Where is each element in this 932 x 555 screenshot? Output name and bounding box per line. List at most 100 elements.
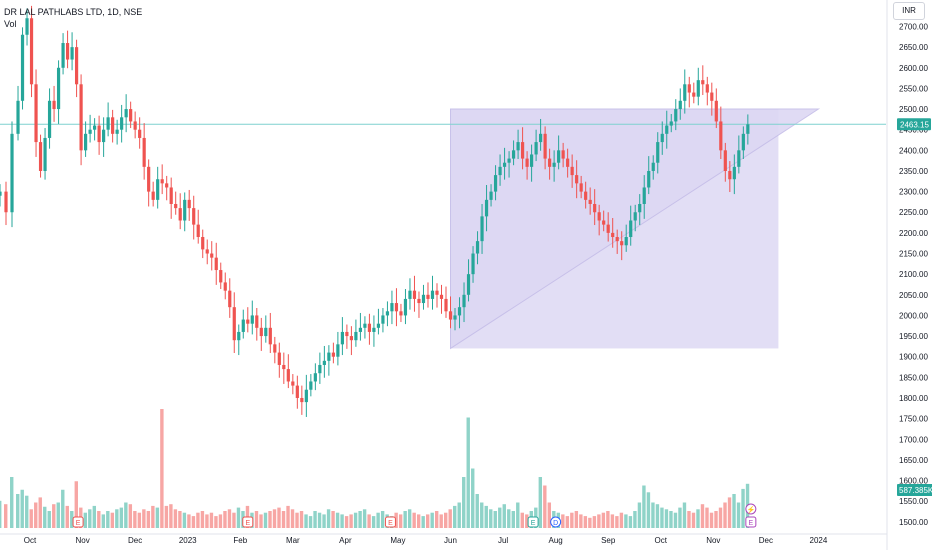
volume-bar (227, 509, 232, 528)
current-price-badge (897, 118, 931, 131)
candle-body (156, 179, 160, 200)
volume-bar (696, 509, 700, 528)
candle-body (183, 199, 187, 221)
volume-bar (736, 502, 741, 528)
volume-bar (615, 516, 619, 528)
earnings-marker-icon[interactable]: E (242, 516, 254, 528)
volume-bar (520, 512, 524, 528)
y-tick-label: 1750.00 (899, 415, 928, 424)
volume-bar (313, 511, 317, 528)
volume-bar (592, 516, 597, 528)
y-tick-label: 1950.00 (899, 332, 928, 341)
volume-bar (489, 509, 493, 528)
volume-bar (65, 505, 69, 528)
candle-body (241, 319, 245, 332)
volume-bar (10, 477, 14, 528)
candle-body (417, 298, 421, 304)
x-tick-label: Sep (601, 536, 616, 545)
volume-bar (119, 507, 124, 528)
candle-body (74, 47, 79, 85)
candle-body (65, 43, 70, 60)
volume-bar (218, 514, 223, 528)
candle-body (593, 203, 597, 213)
candle-body (408, 290, 412, 299)
volume-bar (434, 511, 439, 528)
y-tick-label: 2250.00 (899, 208, 928, 217)
volume-bar (155, 507, 160, 528)
volume-bar (236, 507, 241, 528)
volume-bar (353, 512, 358, 528)
volume-bar (723, 502, 727, 528)
candle-body (201, 237, 205, 250)
volume-bar (547, 502, 552, 528)
volume-bar (83, 512, 87, 528)
volume-bar (272, 509, 277, 528)
volume-bar (178, 511, 182, 528)
volume-bar (200, 511, 205, 528)
candle-body (584, 191, 588, 200)
volume-bar (223, 511, 227, 528)
volume-bar (619, 512, 624, 528)
chart-header: DR LAL PATHLABS LTD, 1D, NSE Vol (4, 6, 142, 30)
volume-bar (444, 512, 448, 528)
candle-body (70, 47, 74, 60)
volume-bar (0, 500, 2, 528)
candle-body (169, 187, 173, 204)
volume-bar (412, 512, 416, 528)
earnings-box (242, 516, 254, 528)
symbol-title[interactable]: DR LAL PATHLABS LTD, 1D, NSE (4, 7, 143, 17)
candle-body (385, 311, 390, 316)
candle-body (336, 344, 340, 357)
candle-body (602, 220, 606, 225)
volume-bar (142, 509, 146, 528)
currency-button[interactable]: INR (893, 2, 925, 20)
volume-bar (308, 516, 313, 528)
earnings-marker-icon[interactable]: E (527, 516, 539, 528)
volume-bar (101, 514, 106, 528)
candle-body (174, 203, 178, 209)
candle-body (340, 331, 344, 345)
candle-body (674, 109, 678, 122)
volume-bar (430, 512, 434, 528)
candle-body (588, 199, 592, 204)
volume-bar (380, 511, 385, 528)
candle-body (178, 208, 182, 221)
candle-body (219, 270, 223, 283)
volume-bar (97, 511, 101, 528)
candle-body (79, 84, 83, 151)
x-tick-label: 2024 (810, 536, 828, 545)
earnings-marker-icon[interactable]: E (745, 516, 757, 528)
volume-bar (403, 511, 407, 528)
candle-body (93, 125, 97, 130)
volume-bar (295, 512, 299, 528)
candle-body (309, 381, 313, 390)
candle-body (255, 315, 259, 328)
candle-body (295, 385, 299, 398)
candle-body (354, 331, 358, 341)
candle-body (376, 323, 381, 328)
dividend-marker-icon[interactable]: D (550, 516, 562, 528)
earnings-marker-icon[interactable]: E (384, 516, 396, 528)
volume-bar (565, 516, 570, 528)
y-tick-label: 2050.00 (899, 291, 928, 300)
candle-body (282, 364, 286, 370)
y-tick-label: 1600.00 (899, 477, 928, 486)
volume-bar (263, 512, 268, 528)
candle-body (259, 327, 263, 337)
candle-body (444, 298, 448, 312)
volume-bar (52, 504, 56, 528)
volume-indicator-label[interactable]: Vol (4, 19, 17, 29)
volume-bar (376, 512, 380, 528)
candle-body (426, 294, 430, 299)
candle-body (457, 307, 462, 316)
volume-bar (507, 509, 511, 528)
volume-bar (727, 497, 732, 528)
candle-body (34, 84, 38, 143)
volume-bar (682, 502, 687, 528)
volume-bar (290, 509, 295, 528)
candle-body (0, 191, 2, 196)
earnings-marker-icon[interactable]: E (72, 516, 84, 528)
volume-bar (164, 505, 169, 528)
